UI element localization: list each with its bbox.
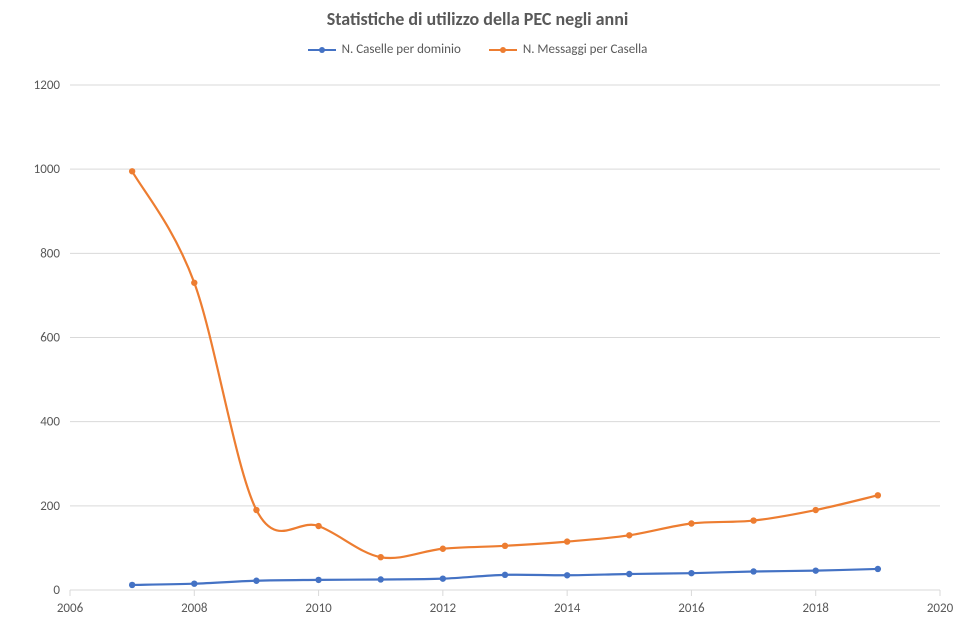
x-tick-label: 2012 [430, 601, 457, 616]
series-marker-1 [564, 572, 570, 578]
series-marker-2 [813, 507, 819, 513]
series-marker-1 [315, 577, 321, 583]
y-tick-label: 600 [40, 331, 60, 346]
y-tick-label: 800 [40, 246, 60, 261]
series-marker-1 [626, 571, 632, 577]
series-marker-2 [626, 532, 632, 538]
legend-label-1: N. Caselle per dominio [342, 42, 461, 57]
legend-swatch-1 [308, 43, 336, 57]
x-tick-label: 2006 [57, 601, 84, 616]
series-marker-1 [378, 576, 384, 582]
chart-plot-area: 0 200 400 600 800 1000 1200 2006 2008 2010 2012 201… [0, 0, 955, 633]
y-tick-label: 200 [40, 499, 60, 514]
series-marker-1 [129, 582, 135, 588]
series-marker-2 [564, 538, 570, 544]
x-tick-label: 2008 [181, 601, 208, 616]
y-tick-label: 1000 [34, 162, 61, 177]
series-marker-2 [750, 517, 756, 523]
series-marker-1 [440, 575, 446, 581]
x-tick-label: 2010 [305, 601, 332, 616]
chart-container: Statistiche di utilizzo della PEC negli … [0, 0, 955, 633]
legend-swatch-2 [489, 43, 517, 57]
x-tick-label: 2020 [927, 601, 954, 616]
y-tick-label: 400 [40, 415, 60, 430]
series-marker-1 [502, 572, 508, 578]
series-marker-2 [129, 168, 135, 174]
legend-item-series-1: N. Caselle per dominio [308, 42, 461, 57]
legend-label-2: N. Messaggi per Casella [523, 42, 648, 57]
series-marker-2 [440, 546, 446, 552]
x-tick-label: 2016 [678, 601, 705, 616]
x-tick-label: 2014 [554, 601, 581, 616]
y-tick-label: 1200 [34, 78, 61, 93]
series-marker-2 [688, 520, 694, 526]
legend-item-series-2: N. Messaggi per Casella [489, 42, 648, 57]
series-marker-2 [315, 523, 321, 529]
series-marker-2 [253, 507, 259, 513]
y-tick-label: 0 [53, 583, 60, 598]
series-marker-2 [502, 543, 508, 549]
series-marker-1 [750, 568, 756, 574]
series-marker-2 [875, 492, 881, 498]
x-tick-label: 2018 [803, 601, 830, 616]
series-marker-2 [191, 280, 197, 286]
series-marker-2 [378, 554, 384, 560]
chart-legend: N. Caselle per dominio N. Messaggi per C… [0, 42, 955, 57]
chart-title: Statistiche di utilizzo della PEC negli … [0, 8, 955, 30]
series-marker-1 [875, 566, 881, 572]
series-line-2 [132, 171, 878, 558]
series-marker-1 [688, 570, 694, 576]
series-marker-1 [813, 567, 819, 573]
series-marker-1 [191, 580, 197, 586]
series-marker-1 [253, 578, 259, 584]
